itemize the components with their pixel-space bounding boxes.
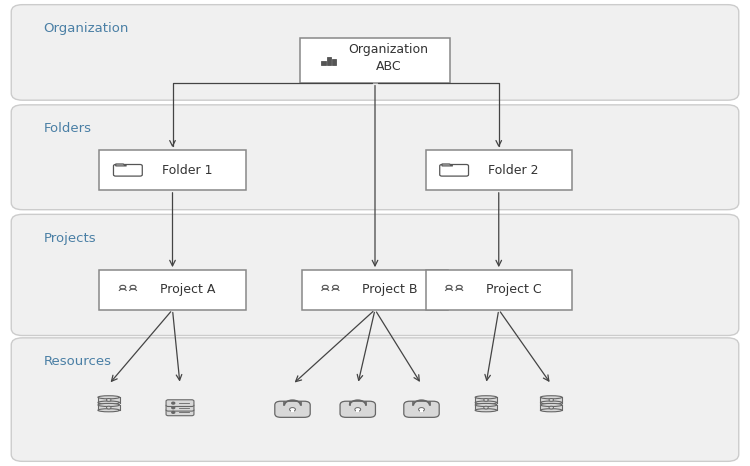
- Ellipse shape: [98, 409, 119, 412]
- Polygon shape: [442, 164, 453, 166]
- Ellipse shape: [541, 409, 562, 412]
- Circle shape: [549, 398, 554, 401]
- Bar: [327, 57, 331, 65]
- FancyBboxPatch shape: [340, 401, 376, 418]
- FancyBboxPatch shape: [404, 401, 439, 418]
- FancyBboxPatch shape: [426, 270, 572, 309]
- Circle shape: [130, 285, 136, 289]
- Bar: [476, 397, 496, 403]
- FancyBboxPatch shape: [166, 400, 194, 406]
- Polygon shape: [116, 164, 127, 166]
- FancyBboxPatch shape: [440, 164, 469, 176]
- Bar: [98, 397, 119, 403]
- Circle shape: [332, 285, 338, 289]
- Bar: [291, 410, 294, 411]
- Circle shape: [106, 406, 111, 409]
- Circle shape: [456, 285, 462, 289]
- Bar: [476, 405, 496, 410]
- Circle shape: [106, 398, 111, 401]
- Bar: [98, 405, 119, 410]
- FancyBboxPatch shape: [426, 150, 572, 190]
- FancyBboxPatch shape: [11, 5, 739, 100]
- Text: Project C: Project C: [486, 283, 542, 296]
- Circle shape: [172, 407, 175, 409]
- Text: Folder 1: Folder 1: [162, 164, 213, 177]
- FancyBboxPatch shape: [166, 409, 194, 416]
- Text: Projects: Projects: [44, 232, 96, 245]
- FancyBboxPatch shape: [11, 214, 739, 336]
- Ellipse shape: [98, 401, 119, 404]
- FancyBboxPatch shape: [302, 270, 448, 309]
- Text: Folders: Folders: [44, 122, 92, 135]
- Text: Organization: Organization: [44, 22, 129, 35]
- Ellipse shape: [98, 404, 119, 406]
- Circle shape: [484, 398, 488, 401]
- Text: Project A: Project A: [160, 283, 215, 296]
- Ellipse shape: [476, 401, 496, 404]
- FancyBboxPatch shape: [11, 338, 739, 461]
- Circle shape: [484, 406, 488, 409]
- Text: Organization
ABC: Organization ABC: [349, 43, 428, 73]
- Ellipse shape: [98, 396, 119, 399]
- Circle shape: [120, 285, 126, 289]
- FancyBboxPatch shape: [99, 150, 246, 190]
- Circle shape: [446, 285, 452, 289]
- Circle shape: [355, 408, 361, 411]
- Ellipse shape: [541, 404, 562, 406]
- Circle shape: [419, 408, 424, 411]
- FancyBboxPatch shape: [300, 39, 450, 83]
- Bar: [322, 61, 326, 65]
- FancyBboxPatch shape: [11, 105, 739, 210]
- Ellipse shape: [476, 404, 496, 406]
- FancyBboxPatch shape: [99, 270, 246, 309]
- Text: Resources: Resources: [44, 355, 112, 368]
- FancyBboxPatch shape: [166, 404, 194, 411]
- Bar: [356, 410, 359, 411]
- Ellipse shape: [541, 396, 562, 399]
- Circle shape: [172, 402, 175, 404]
- FancyBboxPatch shape: [274, 401, 310, 418]
- Text: Folder 2: Folder 2: [488, 164, 539, 177]
- Ellipse shape: [476, 409, 496, 412]
- Circle shape: [549, 406, 554, 409]
- Circle shape: [172, 411, 175, 413]
- Text: Project B: Project B: [362, 283, 418, 296]
- Bar: [332, 59, 336, 65]
- Circle shape: [290, 408, 296, 411]
- Bar: [541, 397, 562, 403]
- FancyBboxPatch shape: [113, 164, 142, 176]
- Ellipse shape: [541, 401, 562, 404]
- Ellipse shape: [476, 396, 496, 399]
- Circle shape: [322, 285, 328, 289]
- Bar: [420, 410, 423, 411]
- Bar: [541, 405, 562, 410]
